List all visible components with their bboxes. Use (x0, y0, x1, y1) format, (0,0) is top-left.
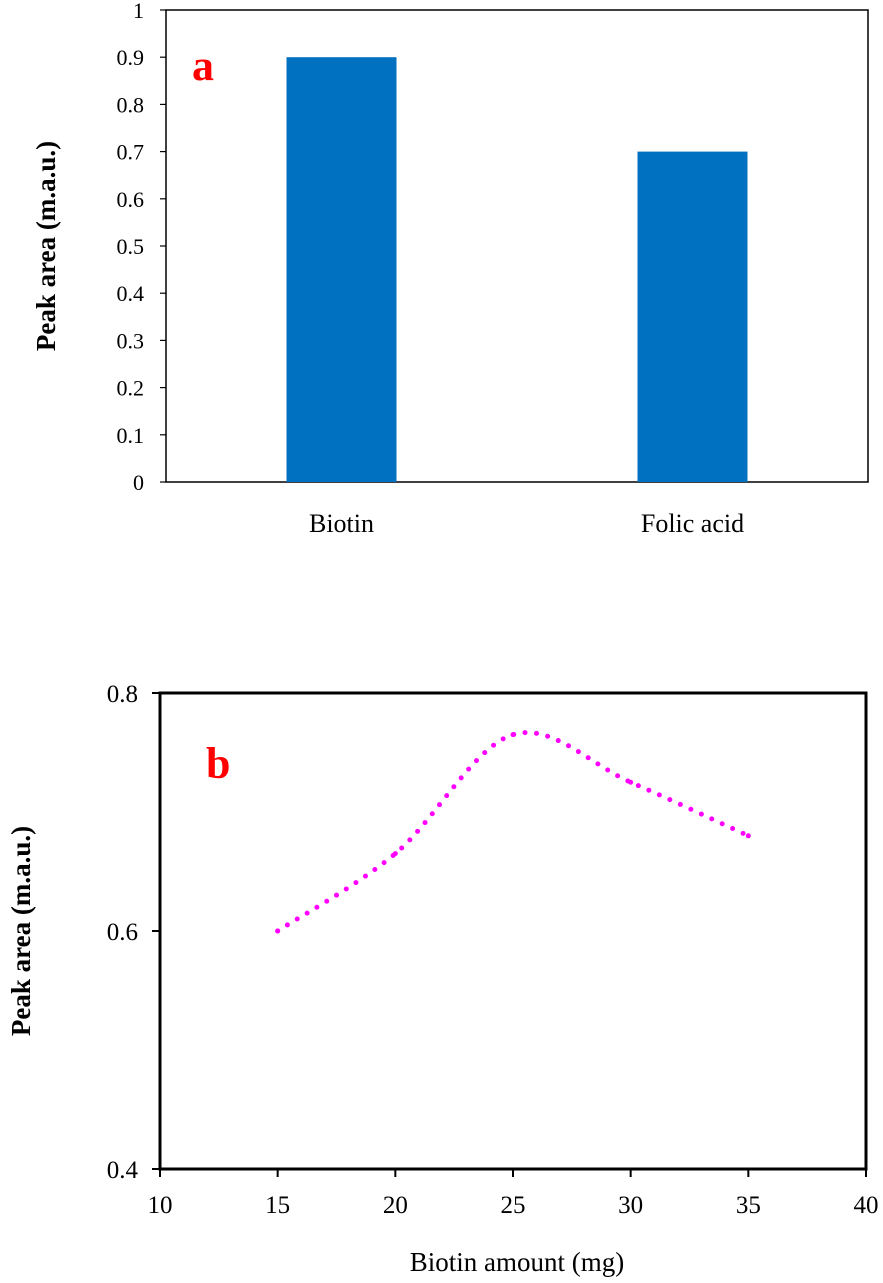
panel-b-x-tick-label: 40 (854, 1192, 879, 1219)
panel-b-data-point (628, 779, 634, 785)
panel-a-y-tick-label: 0.4 (117, 281, 145, 306)
panel-a-category-label: Biotin (309, 509, 374, 538)
panel-b-x-tick-label: 15 (265, 1192, 290, 1219)
panel-b-x-tick-label: 20 (383, 1192, 408, 1219)
panel-b-data-point (392, 851, 398, 857)
panel-b-x-tick-label: 35 (736, 1192, 761, 1219)
panel-b-letter: b (206, 739, 230, 788)
panel-b-data-point (510, 732, 516, 738)
panel-b-y-tick-label: 0.6 (107, 919, 138, 946)
panel-b-x-axis-ticks: 10 15 20 25 30 35 40 (148, 1169, 879, 1219)
panel-a-y-tick-label: 0.3 (117, 328, 145, 353)
panel-a-y-tick-label: 0.2 (117, 376, 145, 401)
panel-a-letter: a (192, 41, 214, 90)
panel-a-y-tick-label: 0.8 (117, 92, 145, 117)
panel-a-y-tick-label: 0 (133, 470, 144, 495)
panel-a-category-labels: Biotin Folic acid (309, 509, 744, 538)
panel-b-points (275, 732, 751, 934)
panel-a-bar (637, 151, 748, 482)
panel-b-x-tick-label: 30 (618, 1192, 643, 1219)
panel-a-y-tick-label: 0.1 (117, 423, 145, 448)
panel-a-category-label: Folic acid (641, 509, 744, 538)
panel-b-x-axis-title: Biotin amount (mg) (410, 1247, 624, 1277)
panel-a-y-tick-label: 0.6 (117, 187, 145, 212)
panel-a-y-tick-label: 0.7 (117, 140, 145, 165)
panel-b-plot-frame (158, 691, 868, 1171)
panel-b-y-tick-label: 0.8 (107, 681, 138, 708)
panel-a-y-tick-label: 0.9 (117, 45, 145, 70)
panel-b-data-point (275, 928, 281, 934)
panel-b-line-chart: 0.4 0.6 0.8 10 15 20 25 30 35 40 Peak area (m.a.… (6, 681, 879, 1277)
panel-a-y-axis-ticks: 0 0.1 0.2 0.3 0.4 0.5 0.6 0.7 0.8 0.9 1 (117, 0, 166, 495)
panel-a-plot-frame (165, 9, 869, 483)
panel-a-bars (286, 57, 748, 482)
panel-b-y-axis-ticks: 0.4 0.6 0.8 (107, 681, 160, 1184)
panel-b-y-tick-label: 0.4 (107, 1157, 139, 1184)
panel-b-x-tick-label: 25 (501, 1192, 526, 1219)
panel-b-series-line (275, 730, 751, 934)
panel-a-bar (286, 57, 397, 482)
panel-a-bar-chart: 0 0.1 0.2 0.3 0.4 0.5 0.6 0.7 0.8 0.9 1 Biotin Foli… (31, 0, 869, 538)
panel-b-x-tick-label: 10 (148, 1192, 173, 1219)
panel-a-y-tick-label: 0.5 (117, 234, 145, 259)
panel-a-y-axis-title: Peak area (m.a.u.) (31, 141, 61, 351)
panel-a-y-tick-label: 1 (133, 0, 144, 23)
panel-b-y-axis-title: Peak area (m.a.u.) (6, 826, 36, 1036)
panel-b-data-point (745, 833, 751, 839)
